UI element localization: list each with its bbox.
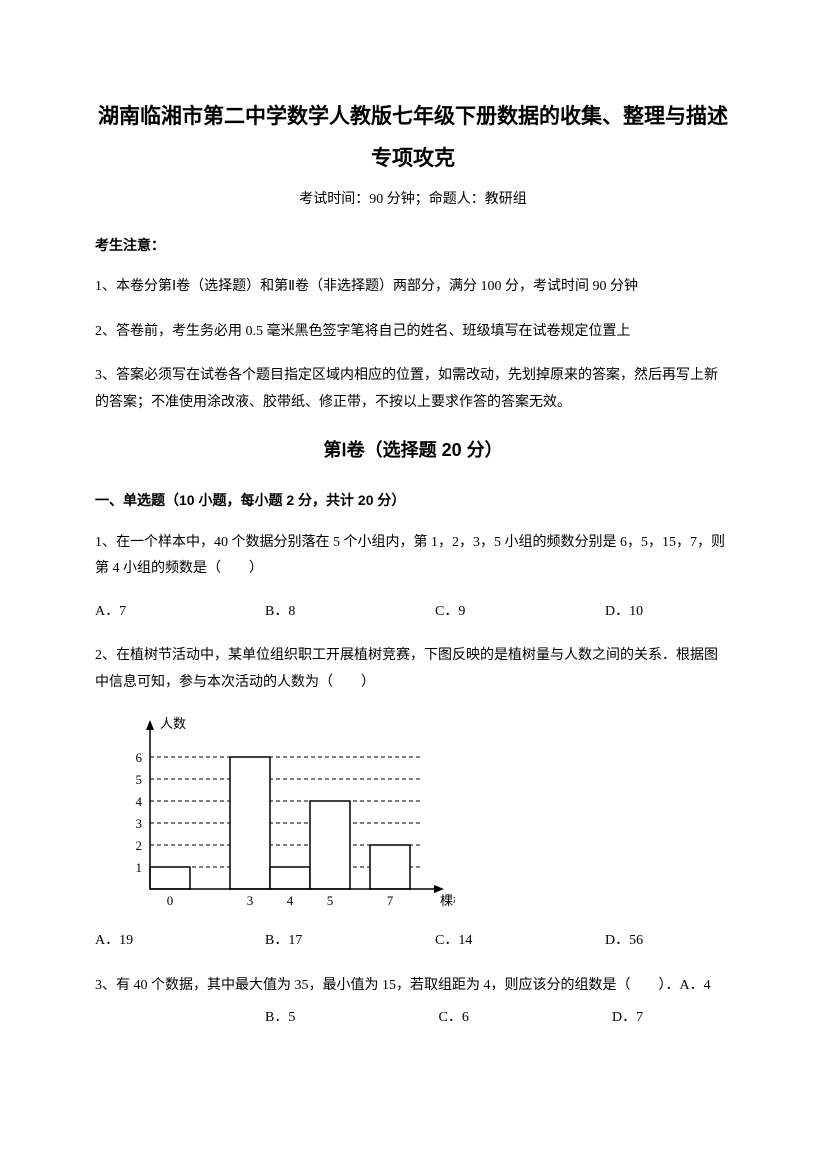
bar-chart: 1 2 3 4 5 6 0 3 4 5 7 人数棵树 (95, 714, 465, 914)
q2-opt-a: A．19 (95, 930, 265, 952)
q3-opt-b: B．5 (265, 1005, 435, 1032)
svg-text:4: 4 (287, 893, 294, 908)
question-1-options: A．7 B．8 C．9 D．10 (95, 601, 731, 623)
q1-opt-b: B．8 (265, 601, 435, 623)
svg-text:4: 4 (136, 794, 143, 809)
svg-text:7: 7 (387, 893, 394, 908)
svg-text:人数: 人数 (160, 716, 186, 731)
notice-item-1: 1、本卷分第Ⅰ卷（选择题）和第Ⅱ卷（非选择题）两部分，满分 100 分，考试时间… (95, 274, 731, 301)
svg-text:3: 3 (247, 893, 254, 908)
svg-text:0: 0 (167, 893, 174, 908)
question-2-options: A．19 B．17 C．14 D．56 (95, 930, 731, 952)
q3-opt-c: C．6 (439, 1005, 609, 1032)
q1-opt-d: D．10 (605, 601, 725, 623)
svg-text:1: 1 (136, 860, 143, 875)
notice-header: 考生注意： (95, 234, 731, 256)
q1-opt-a: A．7 (95, 601, 265, 623)
question-3: 3、有 40 个数据，其中最大值为 35，最小值为 15，若取组距为 4，则应该… (95, 973, 731, 1032)
svg-text:6: 6 (136, 750, 143, 765)
svg-text:2: 2 (136, 838, 143, 853)
title-line2: 专项攻克 (95, 142, 731, 176)
notice-item-2: 2、答卷前，考生务必用 0.5 毫米黑色签字笔将自己的姓名、班级填写在试卷规定位… (95, 319, 731, 346)
question-1: 1、在一个样本中，40 个数据分别落在 5 个小组内，第 1，2，3，5 小组的… (95, 530, 731, 583)
q3-opt-a: A．4 (680, 978, 711, 993)
section-header: 一、单选题（10 小题，每小题 2 分，共计 20 分） (95, 489, 731, 511)
svg-text:3: 3 (136, 816, 143, 831)
q1-opt-c: C．9 (435, 601, 605, 623)
bar-chart-svg: 1 2 3 4 5 6 0 3 4 5 7 人数棵树 (95, 714, 455, 909)
notice-item-3: 3、答案必须写在试卷各个题目指定区域内相应的位置，如需改动，先划掉原来的答案，然… (95, 363, 731, 416)
part1-title: 第Ⅰ卷（选择题 20 分） (95, 436, 731, 465)
q2-opt-d: D．56 (605, 930, 725, 952)
q2-opt-b: B．17 (265, 930, 435, 952)
q2-opt-c: C．14 (435, 930, 605, 952)
exam-info: 考试时间：90 分钟；命题人：教研组 (95, 189, 731, 211)
svg-text:5: 5 (136, 772, 143, 787)
svg-text:棵树: 棵树 (440, 893, 455, 908)
svg-text:5: 5 (327, 893, 334, 908)
question-2: 2、在植树节活动中，某单位组织职工开展植树竞赛，下图反映的是植树量与人数之间的关… (95, 643, 731, 696)
title-line1: 湖南临湘市第二中学数学人教版七年级下册数据的收集、整理与描述 (95, 100, 731, 134)
q3-opt-d: D．7 (612, 1005, 643, 1032)
q3-text: 3、有 40 个数据，其中最大值为 35，最小值为 15，若取组距为 4，则应该… (95, 978, 680, 993)
